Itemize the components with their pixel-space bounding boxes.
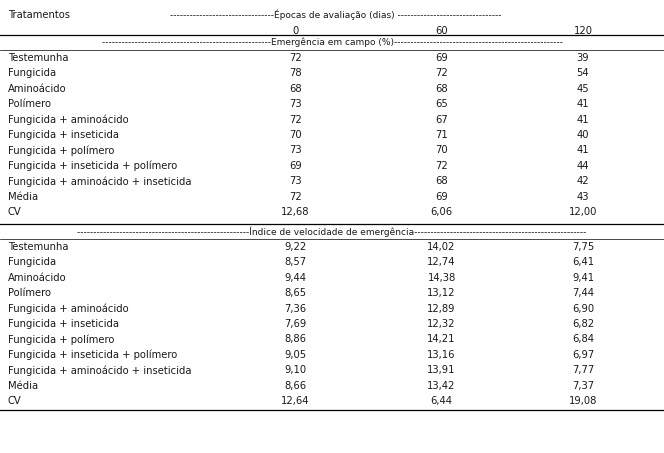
Text: Fungicida: Fungicida xyxy=(8,257,56,267)
Text: 72: 72 xyxy=(289,53,302,63)
Text: 12,74: 12,74 xyxy=(428,257,456,267)
Text: 0: 0 xyxy=(292,26,299,36)
Text: 9,44: 9,44 xyxy=(284,273,307,283)
Text: 9,22: 9,22 xyxy=(284,242,307,252)
Text: 12,64: 12,64 xyxy=(282,396,309,406)
Text: Testemunha: Testemunha xyxy=(8,53,68,63)
Text: Fungicida + aminoácido + inseticida: Fungicida + aminoácido + inseticida xyxy=(8,365,191,376)
Text: Testemunha: Testemunha xyxy=(8,242,68,252)
Text: 39: 39 xyxy=(576,53,590,63)
Text: 8,66: 8,66 xyxy=(284,381,307,390)
Text: 72: 72 xyxy=(435,161,448,171)
Text: 72: 72 xyxy=(435,68,448,78)
Text: 71: 71 xyxy=(435,130,448,140)
Text: 70: 70 xyxy=(435,145,448,155)
Text: --------------------------------Épocas de avaliação (dias) ---------------------: --------------------------------Épocas d… xyxy=(169,10,501,20)
Text: 7,44: 7,44 xyxy=(572,288,594,298)
Text: Média: Média xyxy=(8,192,38,202)
Text: Fungicida + polímero: Fungicida + polímero xyxy=(8,145,114,156)
Text: Polímero: Polímero xyxy=(8,99,51,109)
Text: 73: 73 xyxy=(289,145,302,155)
Text: -----------------------------------------------------Índice de velocidade de eme: ----------------------------------------… xyxy=(77,227,587,237)
Text: 68: 68 xyxy=(289,84,302,94)
Text: 68: 68 xyxy=(435,176,448,186)
Text: 8,86: 8,86 xyxy=(284,334,307,344)
Text: Fungicida: Fungicida xyxy=(8,68,56,78)
Text: 45: 45 xyxy=(576,84,590,94)
Text: Fungicida + inseticida + polímero: Fungicida + inseticida + polímero xyxy=(8,161,177,171)
Text: 6,06: 6,06 xyxy=(430,207,453,217)
Text: 6,41: 6,41 xyxy=(572,257,594,267)
Text: ----------------------------------------------------Emergência em campo (%)-----: ----------------------------------------… xyxy=(102,38,562,48)
Text: 44: 44 xyxy=(577,161,589,171)
Text: 12,89: 12,89 xyxy=(428,304,456,313)
Text: 67: 67 xyxy=(435,115,448,125)
Text: 7,36: 7,36 xyxy=(284,304,307,313)
Text: 60: 60 xyxy=(435,26,448,36)
Text: 6,84: 6,84 xyxy=(572,334,594,344)
Text: 13,16: 13,16 xyxy=(428,350,456,360)
Text: 8,65: 8,65 xyxy=(284,288,307,298)
Text: 13,42: 13,42 xyxy=(428,381,456,390)
Text: 68: 68 xyxy=(435,84,448,94)
Text: Aminoácido: Aminoácido xyxy=(8,84,66,94)
Text: 14,21: 14,21 xyxy=(428,334,456,344)
Text: 12,68: 12,68 xyxy=(282,207,309,217)
Text: 14,38: 14,38 xyxy=(428,273,456,283)
Text: 6,82: 6,82 xyxy=(572,319,594,329)
Text: Aminoácido: Aminoácido xyxy=(8,273,66,283)
Text: 9,41: 9,41 xyxy=(572,273,594,283)
Text: 6,90: 6,90 xyxy=(572,304,594,313)
Text: 40: 40 xyxy=(577,130,589,140)
Text: 78: 78 xyxy=(289,68,302,78)
Text: 69: 69 xyxy=(435,192,448,202)
Text: 65: 65 xyxy=(435,99,448,109)
Text: 69: 69 xyxy=(289,161,302,171)
Text: 9,10: 9,10 xyxy=(284,365,307,375)
Text: 42: 42 xyxy=(576,176,590,186)
Text: 73: 73 xyxy=(289,176,302,186)
Text: 13,91: 13,91 xyxy=(428,365,456,375)
Text: CV: CV xyxy=(8,207,22,217)
Text: 41: 41 xyxy=(576,99,590,109)
Text: 41: 41 xyxy=(576,115,590,125)
Text: 12,32: 12,32 xyxy=(428,319,456,329)
Text: Fungicida + aminoácido: Fungicida + aminoácido xyxy=(8,304,129,314)
Text: 7,37: 7,37 xyxy=(572,381,594,390)
Text: 7,77: 7,77 xyxy=(572,365,594,375)
Text: 41: 41 xyxy=(576,145,590,155)
Text: 7,69: 7,69 xyxy=(284,319,307,329)
Text: 43: 43 xyxy=(577,192,589,202)
Text: 13,12: 13,12 xyxy=(428,288,456,298)
Text: 72: 72 xyxy=(289,192,302,202)
Text: 19,08: 19,08 xyxy=(569,396,597,406)
Text: Fungicida + inseticida: Fungicida + inseticida xyxy=(8,130,119,140)
Text: 73: 73 xyxy=(289,99,302,109)
Text: Média: Média xyxy=(8,381,38,390)
Text: 9,05: 9,05 xyxy=(284,350,307,360)
Text: 6,44: 6,44 xyxy=(430,396,453,406)
Text: 69: 69 xyxy=(435,53,448,63)
Text: Fungicida + inseticida: Fungicida + inseticida xyxy=(8,319,119,329)
Text: 120: 120 xyxy=(574,26,592,36)
Text: 72: 72 xyxy=(289,115,302,125)
Text: Fungicida + aminoácido + inseticida: Fungicida + aminoácido + inseticida xyxy=(8,176,191,187)
Text: Polímero: Polímero xyxy=(8,288,51,298)
Text: Fungicida + aminoácido: Fungicida + aminoácido xyxy=(8,115,129,125)
Text: 8,57: 8,57 xyxy=(284,257,307,267)
Text: Fungicida + inseticida + polímero: Fungicida + inseticida + polímero xyxy=(8,350,177,360)
Text: 6,97: 6,97 xyxy=(572,350,594,360)
Text: CV: CV xyxy=(8,396,22,406)
Text: 7,75: 7,75 xyxy=(572,242,594,252)
Text: 14,02: 14,02 xyxy=(428,242,456,252)
Text: Tratamentos: Tratamentos xyxy=(8,10,70,20)
Text: 54: 54 xyxy=(576,68,590,78)
Text: 70: 70 xyxy=(289,130,302,140)
Text: 12,00: 12,00 xyxy=(569,207,597,217)
Text: Fungicida + polímero: Fungicida + polímero xyxy=(8,334,114,345)
